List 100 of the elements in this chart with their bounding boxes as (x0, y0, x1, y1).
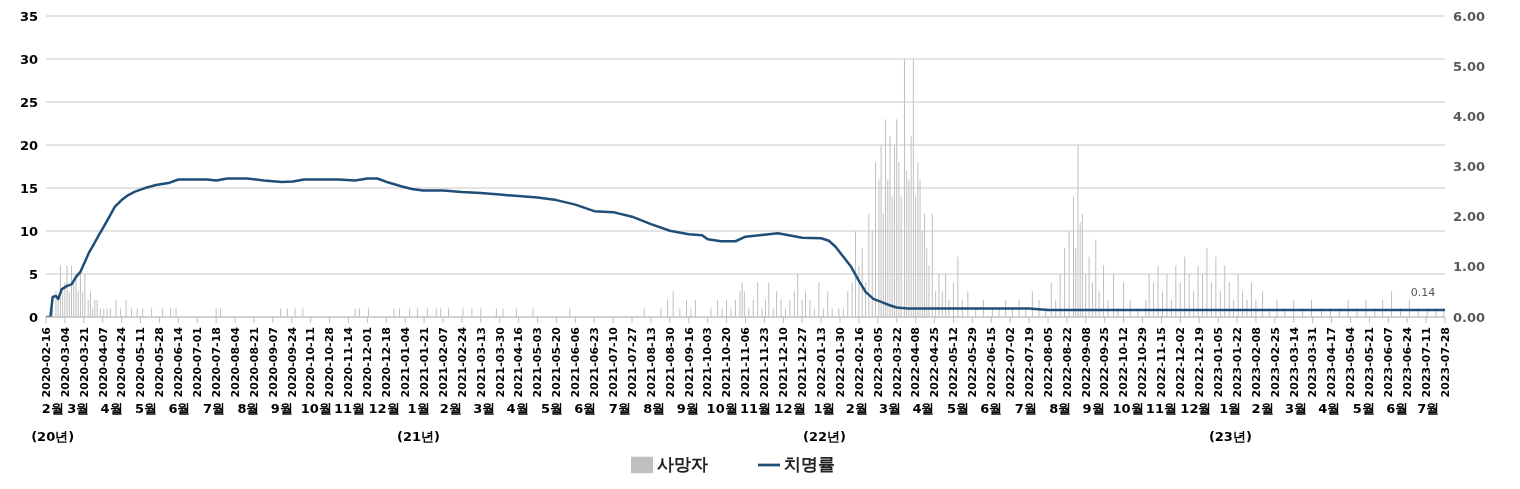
x-tick-label: 2023-07-28 (1438, 327, 1452, 398)
x2-tick-label: 12월 (368, 401, 400, 416)
x-tick-label: 2022-11-15 (1155, 327, 1169, 398)
x-tick-label: 2020-04-07 (96, 327, 110, 398)
x-tick-label: 2020-10-28 (323, 327, 337, 398)
x2-tick-label: 10월 (706, 401, 738, 416)
x2-tick-label: 7월 (1014, 401, 1037, 416)
x2-tick-label: 8월 (237, 401, 260, 416)
x-tick-label: 2020-06-14 (172, 326, 186, 398)
x2-tick-label: 7월 (1417, 401, 1440, 416)
x-tick-label: 2023-03-14 (1287, 326, 1301, 398)
legend-label: 치명률 (783, 454, 835, 474)
x2-tick-label: 11월 (334, 401, 366, 416)
y2-tick-label: 1.00 (1453, 259, 1486, 275)
y2-tick-label: 2.00 (1453, 209, 1486, 225)
x-tick-label: 2022-04-25 (928, 327, 942, 398)
x2-tick-label: 5월 (1352, 401, 1375, 416)
x-tick-label: 2022-01-13 (814, 327, 828, 398)
x2-tick-label: 5월 (540, 401, 564, 416)
x-tick-label: 2023-01-22 (1230, 327, 1244, 398)
x-tick-label: 2023-01-05 (1211, 327, 1225, 398)
x-tick-label: 2023-06-07 (1382, 327, 1396, 398)
x2-tick-label: 9월 (1082, 401, 1105, 416)
x-tick-label: 2021-02-07 (436, 327, 450, 398)
x-tick-label: 2020-11-14 (342, 326, 356, 398)
x-tick-label: 2023-02-25 (1268, 327, 1282, 398)
x-tick-label: 2021-02-24 (455, 326, 469, 398)
x2-tick-label: 2월 (845, 401, 868, 416)
x-tick-label: 2020-07-18 (209, 327, 223, 398)
x-tick-label: 2020-12-01 (361, 327, 375, 398)
x-tick-label: 2020-09-07 (266, 327, 280, 398)
x-tick-label: 2021-01-21 (417, 327, 431, 398)
x-tick-label: 2020-04-24 (115, 326, 129, 398)
x2-tick-label: 10월 (1112, 401, 1144, 416)
x-tick-label: 2021-08-30 (663, 326, 677, 398)
x-tick-label: 2020-03-21 (77, 327, 91, 398)
x-tick-label: 2022-10-12 (1117, 327, 1131, 398)
x2-tick-label: 9월 (270, 401, 293, 416)
x2-tick-label: 12월 (1180, 401, 1212, 416)
y-tick-label: 10 (19, 223, 38, 239)
x-tick-label: 2021-01-04 (399, 326, 413, 398)
x2-tick-label: 6월 (574, 401, 597, 416)
x-tick-label: 2021-11-23 (758, 327, 772, 398)
x-tick-label: 2022-03-22 (890, 327, 904, 398)
x2-tick-label: 11월 (1145, 401, 1177, 416)
x-tick-label: 2022-02-16 (852, 326, 866, 398)
x-tick-label: 2022-05-29 (966, 327, 980, 398)
x-tick-label: 2022-07-02 (1003, 327, 1017, 398)
x-tick-label: 2021-12-10 (777, 326, 791, 398)
x-tick-label: 2022-01-30 (833, 326, 847, 398)
y2-tick-label: 4.00 (1453, 108, 1486, 124)
x-tick-label: 2021-06-23 (588, 327, 602, 398)
x-tick-label: 2022-08-22 (1060, 327, 1074, 398)
x-tick-label: 2023-04-17 (1325, 327, 1339, 398)
x-tick-label: 2021-09-16 (682, 326, 696, 398)
x2-tick-label: 5월 (946, 401, 969, 416)
x-tick-label: 2020-08-04 (228, 326, 242, 398)
x-tick-label: 2022-09-08 (1079, 327, 1093, 398)
annotation: 0.14 (1410, 285, 1436, 299)
x2-tick-label: 2월 (1251, 401, 1274, 416)
x-tick-label: 2022-10-29 (1136, 327, 1150, 398)
x-tick-label: 2022-08-05 (1041, 327, 1055, 398)
x-tick-label: 2023-06-24 (1401, 326, 1414, 398)
y2-tick-label: 0.00 (1453, 309, 1486, 325)
x2-tick-label: 8월 (643, 401, 666, 416)
x-tick-label: 2021-10-20 (720, 326, 734, 398)
x2-tick-label: 6월 (168, 401, 191, 416)
x-tick-label: 2022-04-08 (909, 327, 923, 398)
x2-tick-label: 4월 (912, 401, 935, 416)
x-tick-label: 2020-05-11 (134, 327, 148, 398)
y2-tick-label: 5.00 (1453, 58, 1486, 74)
x2-tick-label: 10월 (300, 401, 332, 416)
x-tick-label: 2020-03-04 (58, 326, 72, 398)
y-tick-label: 15 (19, 180, 38, 196)
x-tick-label: 2020-05-28 (153, 327, 167, 398)
x-tick-label: 2021-11-06 (739, 326, 753, 398)
x2-tick-label: 11월 (739, 401, 772, 416)
y-tick-label: 5 (28, 266, 38, 282)
x-tick-label: 2022-12-19 (1193, 327, 1207, 398)
x2-tick-label: 4월 (506, 401, 529, 416)
x-tick-label: 2023-05-04 (1344, 326, 1358, 398)
x-tick-label: 2020-07-01 (191, 327, 205, 398)
x-tick-label: 2022-09-25 (1098, 327, 1112, 398)
x2-tick-label: 3월 (1284, 401, 1307, 416)
x-tick-label: 2021-04-16 (512, 326, 526, 398)
x-tick-label: 2020-09-24 (285, 326, 299, 398)
x-tick-label: 2020-12-18 (380, 327, 394, 398)
x2-tick-label: 9월 (676, 401, 699, 416)
y-tick-label: 0 (28, 309, 38, 325)
x-tick-label: 2020-08-21 (247, 327, 261, 398)
x2-tick-label: 3월 (473, 401, 496, 416)
x-tick-label: 2023-07-11 (1419, 327, 1433, 398)
x-tick-label: 2022-07-19 (1022, 327, 1036, 398)
x-tick-label: 2023-05-21 (1363, 327, 1377, 398)
x2-tick-label: 5월 (135, 401, 158, 416)
x-tick-label: 2021-10-03 (701, 327, 715, 398)
x-tick-label: 2023-03-31 (1306, 327, 1320, 398)
x-tick-label: 2020-10-11 (304, 327, 318, 398)
x-tick-label: 2021-05-03 (531, 327, 545, 398)
x2-tick-label: 4월 (100, 401, 123, 416)
